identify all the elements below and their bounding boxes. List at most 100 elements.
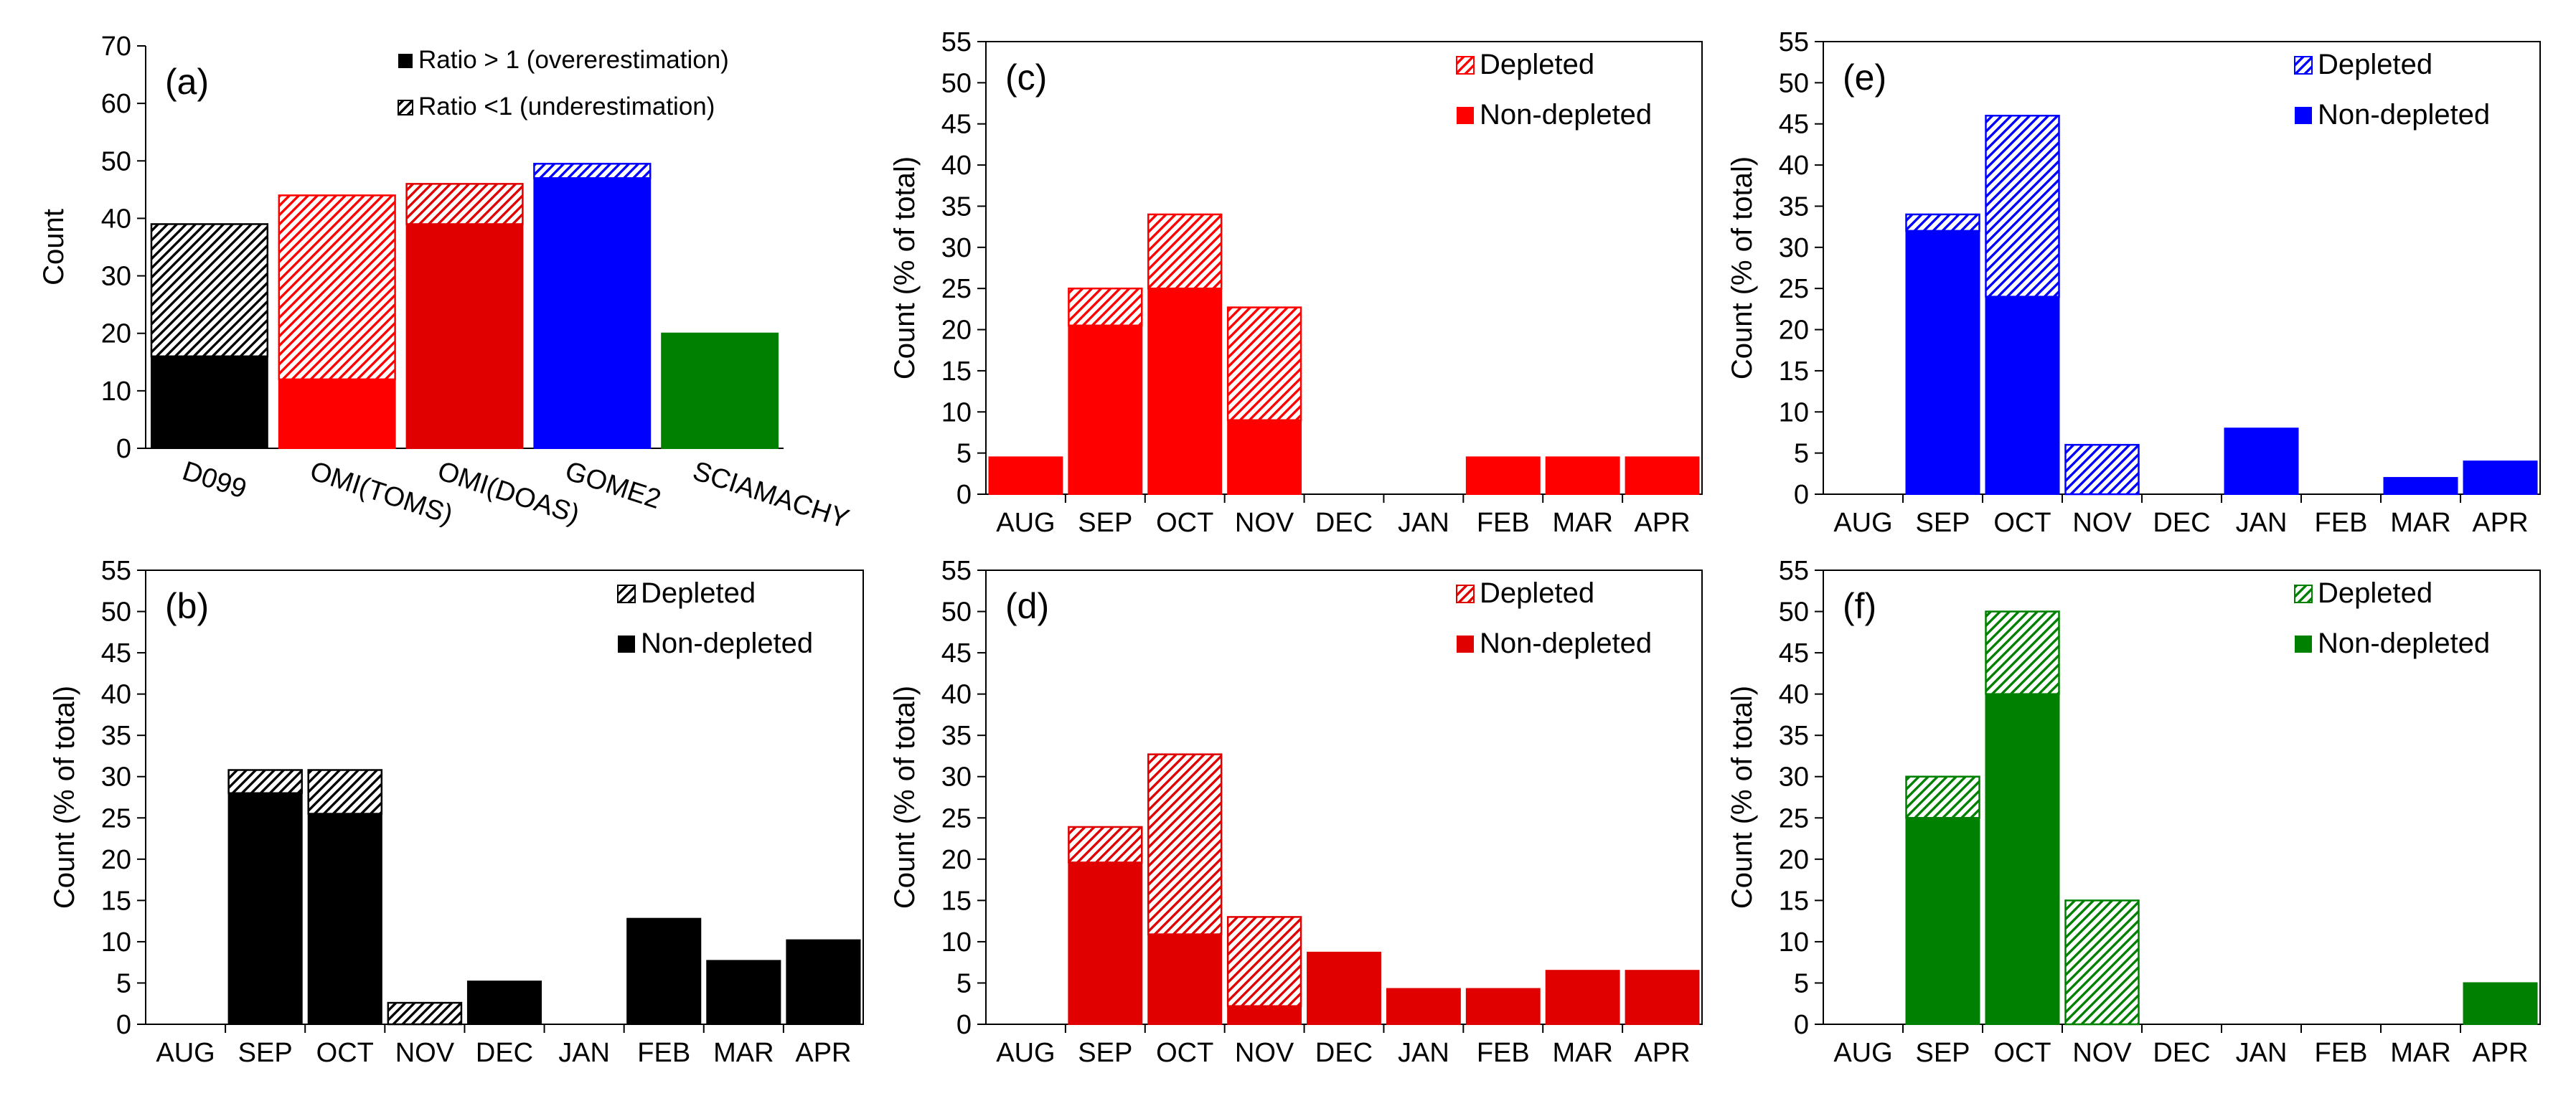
legend-swatch-non-depleted bbox=[1457, 636, 1474, 653]
legend-swatch-non-depleted bbox=[618, 636, 635, 653]
y-tick-label: 50 bbox=[941, 68, 972, 98]
y-tick-label: 40 bbox=[101, 680, 131, 710]
panel-f: 0 5 10 15 20 25 30 35 40 45 50 55 Count (% of total)… bbox=[1726, 556, 2541, 1068]
y-tick-label: 25 bbox=[941, 274, 972, 304]
bar-apr-non-depleted bbox=[1625, 456, 1700, 496]
y-tick-label: 25 bbox=[1779, 274, 1809, 304]
y-tick-label: 10 bbox=[1779, 397, 1809, 427]
y-tick-label: 30 bbox=[1779, 762, 1809, 793]
bar-oct-non-depleted bbox=[307, 813, 382, 1025]
x-tick-label: DEC bbox=[1315, 1038, 1373, 1068]
x-tick-label: AUG bbox=[996, 1038, 1055, 1068]
panel-b: 0 5 10 15 20 25 30 35 40 45 50 55 Count (% of total)… bbox=[49, 556, 864, 1068]
panel-label: (a) bbox=[165, 62, 209, 102]
x-tick-label: APR bbox=[2472, 1038, 2528, 1068]
y-tick-label: 40 bbox=[941, 151, 972, 181]
x-tick-label: MAR bbox=[2390, 508, 2450, 538]
y-tick-label: 5 bbox=[116, 968, 131, 998]
y-tick-label: 30 bbox=[1779, 233, 1809, 263]
legend-swatch-depleted bbox=[2294, 56, 2313, 75]
y-tick-label: 35 bbox=[941, 721, 972, 751]
x-tick-label: SEP bbox=[1915, 1038, 1970, 1068]
x-tick-label: SEP bbox=[238, 1038, 293, 1068]
x-tick-label: MAR bbox=[1552, 508, 1612, 538]
bar-omi-doas-ratio-1-overerestimation bbox=[405, 223, 524, 449]
y-tick-label: 20 bbox=[1779, 316, 1809, 346]
bar-nov-depleted bbox=[2064, 443, 2140, 496]
y-tick-label: 15 bbox=[1779, 356, 1809, 387]
y-tick-label: 45 bbox=[1779, 110, 1809, 140]
bar-jan-non-depleted bbox=[2224, 427, 2299, 496]
y-axis-label: Count (% of total) bbox=[49, 686, 80, 909]
bar-oct-non-depleted bbox=[1985, 693, 2060, 1025]
y-tick-label: 5 bbox=[1794, 439, 1809, 469]
bar-sciamachy-ratio-1-overerestimation bbox=[661, 332, 779, 450]
legend-swatch-non-depleted bbox=[2295, 636, 2312, 653]
x-tick-label: OCT bbox=[1993, 508, 2051, 538]
bar-mar-non-depleted bbox=[1545, 970, 1620, 1026]
y-tick-label: 20 bbox=[101, 845, 131, 875]
bar-sep-depleted bbox=[1068, 826, 1143, 864]
x-tick-label: SCIAMACHY bbox=[689, 456, 852, 535]
y-tick-label: 10 bbox=[1779, 927, 1809, 958]
x-tick-label: APR bbox=[795, 1038, 851, 1068]
y-tick-label: 10 bbox=[941, 927, 972, 958]
x-tick-label: MAR bbox=[1552, 1038, 1612, 1068]
bar-sep-depleted bbox=[1905, 213, 1980, 232]
panel-label: (c) bbox=[1005, 57, 1047, 98]
y-tick-label: 45 bbox=[1779, 638, 1809, 669]
y-tick-label: 0 bbox=[956, 1010, 972, 1040]
y-tick-label: 35 bbox=[101, 721, 131, 751]
panel-c: 0 5 10 15 20 25 30 35 40 45 50 55 Count (% of total)… bbox=[889, 27, 1703, 538]
y-tick-label: 15 bbox=[941, 356, 972, 387]
y-axis-label: Count (% of total) bbox=[1726, 156, 1758, 379]
y-tick-label: 0 bbox=[1794, 1010, 1809, 1040]
legend-label: Non-depleted bbox=[641, 628, 813, 659]
panel-label: (f) bbox=[1843, 586, 1876, 626]
x-tick-label: JAN bbox=[1398, 508, 1449, 538]
bar-mar-non-depleted bbox=[1545, 456, 1620, 496]
bar-feb-non-depleted bbox=[1465, 988, 1541, 1025]
y-tick-label: 55 bbox=[101, 556, 131, 586]
x-tick-label: JAN bbox=[1398, 1038, 1449, 1068]
x-tick-label: DEC bbox=[476, 1038, 533, 1068]
y-tick-label: 70 bbox=[101, 32, 131, 62]
legend-label: Depleted bbox=[1480, 577, 1594, 609]
bar-oct-non-depleted bbox=[1147, 288, 1223, 495]
y-tick-label: 20 bbox=[941, 316, 972, 346]
bar-sep-depleted bbox=[1068, 287, 1143, 327]
y-tick-label: 40 bbox=[1779, 680, 1809, 710]
y-tick-label: 5 bbox=[1794, 968, 1809, 998]
x-tick-label: FEB bbox=[1477, 508, 1530, 538]
y-tick-label: 20 bbox=[1779, 845, 1809, 875]
y-tick-label: 15 bbox=[1779, 886, 1809, 916]
panel-a: 0 10 20 30 40 50 60 70 Count (a) D099 OMI(TOMS)OMI(… bbox=[38, 32, 852, 534]
y-tick-label: 55 bbox=[941, 556, 972, 586]
y-tick-label: 55 bbox=[1779, 556, 1809, 586]
bar-sep-non-depleted bbox=[1905, 817, 1980, 1025]
bar-feb-non-depleted bbox=[1465, 456, 1541, 496]
bar-jan-non-depleted bbox=[1386, 988, 1461, 1025]
panel-label: (d) bbox=[1005, 586, 1049, 626]
bar-nov-non-depleted bbox=[1227, 419, 1302, 496]
y-tick-label: 35 bbox=[1779, 192, 1809, 222]
x-tick-label: MAR bbox=[2390, 1038, 2450, 1068]
y-tick-label: 20 bbox=[101, 319, 131, 349]
bar-gome2-ratio-1-overerestimation bbox=[533, 177, 652, 449]
x-tick-label: FEB bbox=[2315, 508, 2368, 538]
y-tick-label: 15 bbox=[101, 886, 131, 916]
x-tick-label: APR bbox=[1634, 508, 1690, 538]
y-tick-label: 60 bbox=[101, 89, 131, 119]
x-tick-label: NOV bbox=[2072, 508, 2132, 538]
legend-swatch-depleted bbox=[617, 585, 636, 603]
y-tick-label: 55 bbox=[1779, 27, 1809, 57]
x-tick-label: FEB bbox=[1477, 1038, 1530, 1068]
x-tick-label: OMI(TOMS) bbox=[306, 456, 456, 531]
x-tick-label: FEB bbox=[637, 1038, 690, 1068]
bar-sep-depleted bbox=[227, 769, 303, 794]
x-tick-label: NOV bbox=[1235, 508, 1294, 538]
y-tick-label: 50 bbox=[1779, 597, 1809, 628]
bar-oct-non-depleted bbox=[1147, 933, 1223, 1025]
x-tick-label: OMI(DOAS) bbox=[434, 456, 583, 530]
